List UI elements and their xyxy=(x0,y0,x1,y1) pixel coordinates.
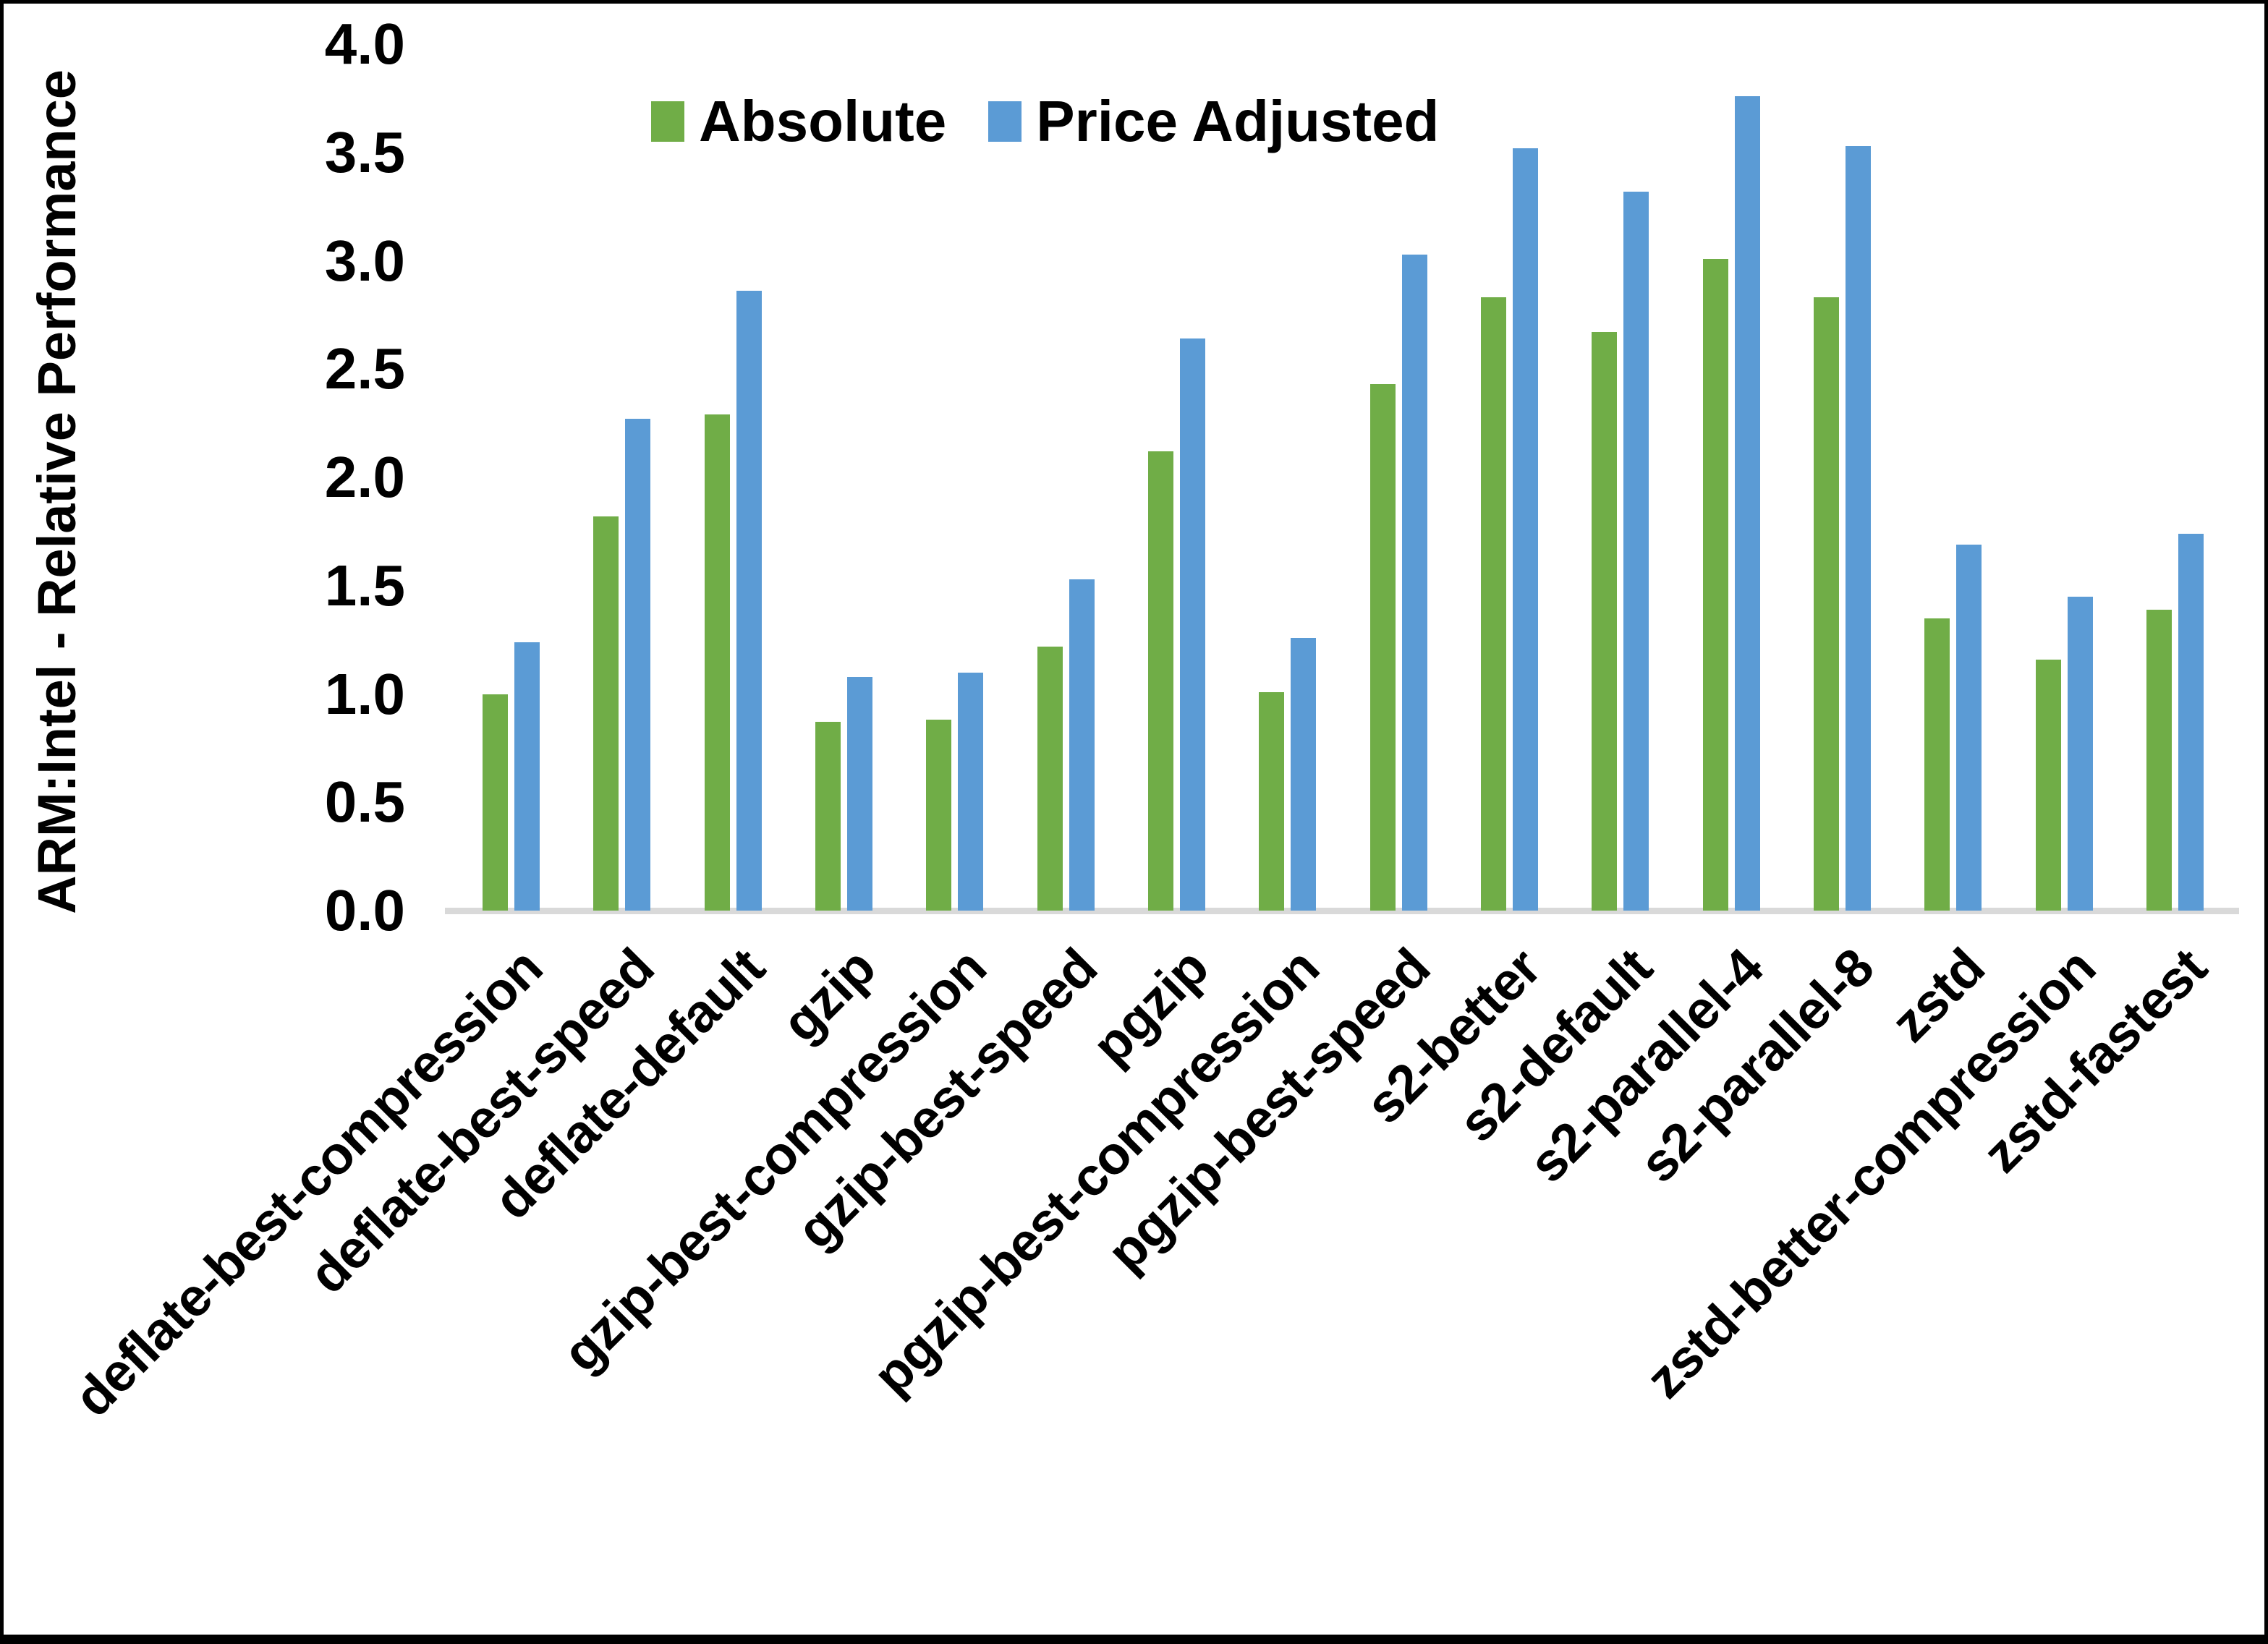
legend-swatch-price-adjusted-icon xyxy=(988,101,1022,142)
bar-price-adjusted-pgzip-best-compression xyxy=(1291,637,1317,911)
bar-absolute-pgzip-best-speed xyxy=(1369,384,1396,911)
bar-price-adjusted-zstd-fastest xyxy=(2178,533,2204,911)
bar-price-adjusted-gzip-best-speed xyxy=(1069,579,1095,911)
bar-price-adjusted-pgzip xyxy=(1179,338,1205,911)
legend: Absolute Price Adjusted xyxy=(651,88,1439,155)
bar-absolute-zstd xyxy=(1924,618,1950,911)
bar-price-adjusted-deflate-best-compression xyxy=(514,642,540,911)
bar-price-adjusted-gzip-best-compression xyxy=(958,672,984,911)
bar-price-adjusted-zstd-better-compression xyxy=(2067,596,2093,911)
y-tick-label-2.0: 2.0 xyxy=(324,445,405,509)
bar-price-adjusted-pgzip-best-speed xyxy=(1401,254,1427,911)
bar-price-adjusted-zstd xyxy=(1956,544,1982,911)
bar-absolute-deflate-default xyxy=(704,414,730,911)
bar-absolute-pgzip xyxy=(1147,451,1173,911)
bar-absolute-zstd-better-compression xyxy=(2035,659,2061,911)
legend-item-price-adjusted: Price Adjusted xyxy=(988,88,1439,155)
bar-price-adjusted-s2-parallel-8 xyxy=(1845,145,1871,911)
legend-label-price-adjusted: Price Adjusted xyxy=(1036,89,1440,153)
y-tick-label-2.5: 2.5 xyxy=(324,336,405,401)
bar-absolute-gzip-best-speed xyxy=(1037,646,1063,911)
y-tick-label-0.0: 0.0 xyxy=(324,878,405,942)
x-tick-label-deflate-best-compression: deflate-best-compression xyxy=(62,937,554,1428)
bar-absolute-s2-parallel-4 xyxy=(1702,258,1728,911)
y-tick-label-4.0: 4.0 xyxy=(324,12,405,76)
bar-absolute-deflate-best-compression xyxy=(483,694,508,911)
plot-area xyxy=(445,95,2239,914)
y-tick-label-1.5: 1.5 xyxy=(324,553,405,618)
bar-absolute-s2-better xyxy=(1480,297,1506,911)
x-axis-line xyxy=(445,908,2239,914)
bar-price-adjusted-gzip xyxy=(846,676,872,911)
legend-swatch-absolute-icon xyxy=(651,101,684,142)
bar-absolute-pgzip-best-compression xyxy=(1259,691,1285,911)
legend-label-absolute: Absolute xyxy=(699,89,947,153)
y-tick-label-0.5: 0.5 xyxy=(324,770,405,835)
bar-absolute-gzip xyxy=(815,722,841,911)
bar-price-adjusted-s2-default xyxy=(1623,191,1649,911)
bar-absolute-deflate-best-speed xyxy=(593,516,619,911)
bar-price-adjusted-s2-better xyxy=(1512,148,1538,911)
y-tick-label-3.0: 3.0 xyxy=(324,228,405,293)
bar-absolute-zstd-fastest xyxy=(2146,609,2172,911)
bar-price-adjusted-deflate-best-speed xyxy=(625,419,651,911)
bar-price-adjusted-s2-parallel-4 xyxy=(1734,95,1760,911)
y-tick-label-3.5: 3.5 xyxy=(324,119,405,184)
bar-price-adjusted-deflate-default xyxy=(736,291,762,911)
bar-absolute-s2-default xyxy=(1592,332,1618,911)
bar-absolute-gzip-best-compression xyxy=(926,720,952,911)
bar-absolute-s2-parallel-8 xyxy=(1813,297,1839,911)
legend-item-absolute: Absolute xyxy=(651,88,946,155)
y-tick-label-1.0: 1.0 xyxy=(324,661,405,726)
